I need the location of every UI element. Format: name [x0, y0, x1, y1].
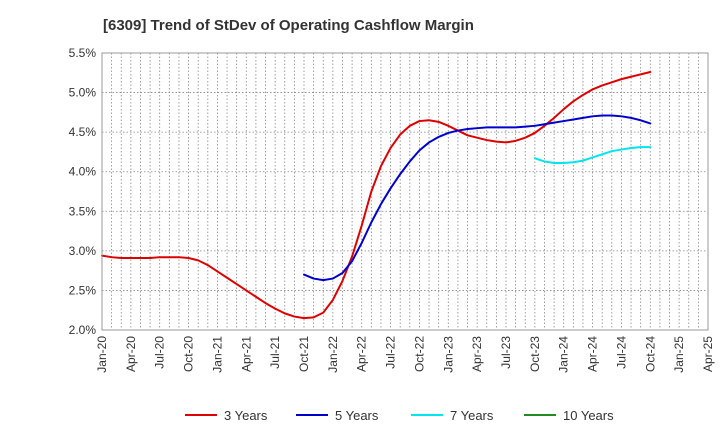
plot-frame: [101, 52, 709, 331]
x-tick-label: Jan-24: [557, 336, 571, 373]
x-tick-label: Jan-22: [326, 336, 340, 373]
x-tick-label: Jan-23: [441, 336, 455, 373]
x-tick-label: Jul-24: [614, 336, 628, 369]
y-tick-label: 4.5%: [69, 125, 97, 139]
series-line: [303, 114, 652, 282]
y-tick-label: 3.5%: [69, 204, 97, 218]
series-line: [533, 146, 652, 165]
x-tick-label: Jan-20: [95, 336, 109, 373]
x-tick-label: Oct-24: [643, 336, 657, 372]
grid: [102, 53, 708, 330]
series-lines: [101, 70, 652, 320]
x-tick-label: Jul-21: [268, 336, 282, 369]
legend-item: 7 Years: [411, 408, 494, 423]
x-tick-label: Oct-21: [297, 336, 311, 372]
x-tick-label: Oct-20: [182, 336, 196, 372]
y-tick-label: 4.0%: [69, 165, 97, 179]
x-tick-label: Apr-20: [124, 336, 138, 372]
x-tick-label: Jan-21: [210, 336, 224, 373]
y-axis-ticks: 2.0% 2.5% 3.0% 3.5% 4.0% 4.5% 5.0% 5.5%: [69, 46, 97, 337]
legend-item: 10 Years: [524, 408, 614, 423]
legend-label: 10 Years: [563, 408, 614, 423]
legend-label: 3 Years: [224, 408, 268, 423]
x-tick-label: Oct-22: [412, 336, 426, 372]
x-tick-label: Apr-24: [586, 336, 600, 372]
y-tick-label: 5.0%: [69, 86, 97, 100]
x-tick-label: Jul-23: [499, 336, 513, 369]
x-tick-label: Oct-23: [528, 336, 542, 372]
y-tick-label: 2.5%: [69, 283, 97, 297]
chart-title: [6309] Trend of StDev of Operating Cashf…: [103, 17, 474, 34]
x-tick-label: Apr-23: [470, 336, 484, 372]
legend-item: 5 Years: [296, 408, 379, 423]
legend-label: 5 Years: [335, 408, 379, 423]
y-tick-label: 5.5%: [69, 46, 97, 60]
x-tick-label: Apr-21: [239, 336, 253, 372]
x-tick-label: Jul-22: [384, 336, 398, 369]
x-tick-label: Jan-25: [672, 336, 686, 373]
x-axis-ticks: Jan-20 Apr-20 Jul-20 Oct-20 Jan-21 Apr-21 Jul-…: [95, 336, 715, 373]
y-tick-label: 2.0%: [69, 323, 97, 337]
series-line: [101, 70, 652, 320]
y-tick-label: 3.0%: [69, 244, 97, 258]
legend-label: 7 Years: [450, 408, 494, 423]
legend-item: 3 Years: [185, 408, 268, 423]
x-tick-label: Apr-25: [701, 336, 715, 372]
x-tick-label: Jul-20: [153, 336, 167, 369]
legend: 3 Years 5 Years 7 Years 10 Years: [185, 408, 614, 423]
x-tick-label: Apr-22: [355, 336, 369, 372]
